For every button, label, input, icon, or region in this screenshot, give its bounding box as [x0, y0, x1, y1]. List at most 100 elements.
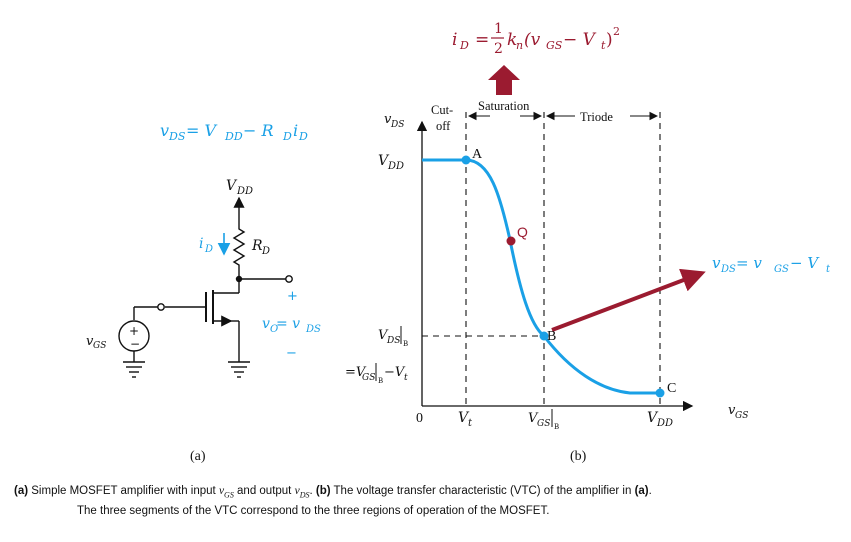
svg-text:t: t: [404, 373, 408, 383]
point-q-marker: [506, 236, 516, 246]
svg-text:D: D: [282, 130, 292, 143]
svg-text:D: D: [204, 244, 213, 255]
svg-text:O: O: [270, 324, 278, 335]
svg-text:DS: DS: [720, 264, 736, 275]
svg-text:− V: − V: [790, 254, 820, 272]
svg-text:(v: (v: [524, 30, 541, 50]
svg-text:v: v: [160, 121, 169, 140]
svg-text:V: V: [528, 411, 539, 426]
svg-text:): ): [606, 30, 613, 50]
svg-text:D: D: [261, 246, 270, 257]
vgsb-minus-vt-ylabel: =V GS B −V t: [345, 363, 408, 385]
svg-text:DD: DD: [224, 130, 243, 143]
boundary-pointer-arrow: [551, 268, 706, 332]
svg-text:DS: DS: [390, 120, 404, 130]
vdd-tick-label: V DD: [647, 410, 673, 429]
panel-b-label: (b): [570, 449, 587, 464]
y-axis-label: v DS: [384, 112, 404, 130]
caption-text-4: The voltage transfer characteristic (VTC…: [330, 485, 635, 497]
caption-vds-sub: DS: [299, 490, 310, 500]
svg-text:2: 2: [613, 25, 620, 38]
caption-text-5: .: [648, 485, 652, 497]
point-b-label: B: [547, 329, 556, 344]
svg-text:−V: −V: [384, 365, 406, 380]
point-c-marker: [655, 388, 665, 398]
caption-line-2: The three segments of the VTC correspond…: [77, 505, 550, 518]
panel-a-label: (a): [190, 449, 206, 464]
id-formula: i D = 1 2 k n (v GS − V t ) 2: [452, 21, 620, 57]
svg-text:D: D: [459, 39, 469, 52]
svg-text:n: n: [516, 39, 523, 52]
svg-text:GS: GS: [93, 341, 106, 351]
caption-part-a-ref: (a): [634, 485, 649, 497]
vds-kvl-formula: v DS = V DD − R D i D: [160, 121, 308, 143]
vgs-label: v GS: [86, 334, 106, 351]
caption-vds: v: [294, 485, 300, 497]
svg-text:i: i: [199, 236, 203, 252]
svg-text:B: B: [403, 340, 408, 348]
vdsb-ylabel: V DS B: [378, 326, 408, 348]
svg-text:v: v: [86, 334, 94, 349]
caption-text-1: Simple MOSFET amplifier with input: [28, 485, 219, 497]
id-label: i D: [199, 236, 213, 255]
svg-text:GS: GS: [735, 411, 748, 421]
source-plus: +: [129, 324, 139, 338]
svg-text:GS: GS: [537, 419, 550, 429]
point-a-marker: [461, 155, 471, 165]
svg-text:k: k: [507, 30, 517, 50]
output-terminal: [285, 275, 293, 283]
svg-text:= V: = V: [186, 121, 217, 140]
svg-text:− V: − V: [563, 30, 597, 50]
svg-text:B: B: [378, 377, 383, 385]
region-saturation-label: Saturation: [478, 99, 530, 113]
svg-text:V: V: [378, 328, 389, 343]
svg-text:R: R: [251, 238, 263, 254]
x-axis-label: v GS: [728, 403, 748, 421]
vds-boundary-formula: v DS = v GS − V t: [712, 254, 831, 275]
svg-text:DD: DD: [656, 418, 673, 429]
svg-text:DS: DS: [168, 130, 186, 143]
vtc-curve: [422, 158, 660, 395]
svg-text:t: t: [601, 39, 606, 52]
output-minus: −: [286, 346, 297, 361]
svg-text:B: B: [554, 423, 559, 431]
svg-text:= v: = v: [276, 316, 300, 332]
region-triode-label: Triode: [580, 110, 613, 124]
point-c-label: C: [667, 381, 676, 396]
region-cutoff-label-2: off: [436, 119, 451, 133]
region-cutoff-label-1: Cut-: [431, 103, 453, 117]
point-a-label: A: [472, 147, 483, 162]
caption-vgs: v: [218, 485, 225, 497]
caption-text-3: .: [309, 485, 316, 497]
svg-text:i: i: [293, 121, 298, 140]
vgsb-tick-label: V GS B: [528, 409, 559, 431]
up-arrow-icon: [488, 65, 520, 95]
mosfet-amplifier-circuit: [118, 196, 293, 378]
svg-text:D: D: [298, 130, 308, 143]
caption-part-a: (a): [14, 485, 29, 497]
vt-tick-label: V t: [458, 410, 473, 429]
svg-text:V: V: [378, 153, 390, 169]
region-guides: [422, 112, 661, 406]
svg-text:GS: GS: [546, 39, 563, 52]
figure-caption: (a) Simple MOSFET amplifier with input v…: [14, 483, 844, 520]
svg-text:DS: DS: [386, 336, 400, 346]
svg-text:t: t: [826, 264, 831, 275]
vo-label: v O = v DS: [262, 316, 321, 335]
caption-part-b: (b): [315, 485, 331, 497]
rd-label: R D: [251, 238, 270, 257]
svg-text:=: =: [475, 30, 489, 50]
svg-text:v: v: [384, 112, 392, 127]
svg-text:= v: = v: [736, 254, 762, 272]
source-minus: −: [130, 337, 140, 351]
svg-text:DD: DD: [387, 161, 404, 172]
resistor-rd: [232, 225, 246, 279]
svg-text:GS: GS: [774, 264, 789, 275]
svg-text:V: V: [647, 410, 659, 426]
svg-text:− R: − R: [243, 121, 274, 140]
point-b-marker: [539, 331, 549, 341]
vdd-ylabel: V DD: [378, 153, 404, 172]
svg-text:t: t: [468, 418, 473, 429]
svg-text:=V: =V: [345, 365, 367, 380]
